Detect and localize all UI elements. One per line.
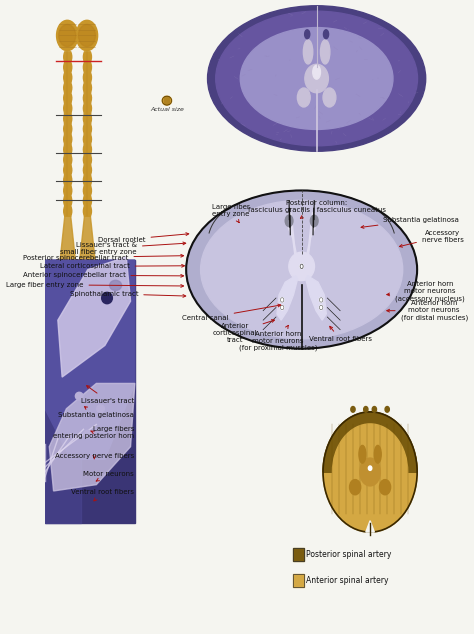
Ellipse shape [186,190,417,349]
Text: Anterior horn
motor neurons
(accessory nucleus): Anterior horn motor neurons (accessory n… [387,281,465,302]
Text: Actual size: Actual size [150,107,184,112]
Ellipse shape [323,30,328,39]
Ellipse shape [368,466,372,470]
Text: Large fibers
entering posterior horn: Large fibers entering posterior horn [53,425,134,439]
Ellipse shape [310,215,318,226]
Ellipse shape [360,458,380,486]
Text: Large fiber entry zone: Large fiber entry zone [6,281,183,288]
Bar [293,574,304,587]
Text: Lissauer's tract: Lissauer's tract [81,385,134,403]
Ellipse shape [323,88,336,107]
Text: Ventral root fibers: Ventral root fibers [71,489,134,501]
Bar [293,548,304,560]
Ellipse shape [374,446,381,463]
Bar [45,260,135,522]
Ellipse shape [300,264,303,269]
Ellipse shape [332,424,408,520]
Ellipse shape [201,200,403,339]
Ellipse shape [297,88,310,107]
Polygon shape [45,260,135,460]
Polygon shape [78,260,95,288]
Text: Substantia gelatinosa: Substantia gelatinosa [58,406,134,418]
Ellipse shape [281,298,284,302]
Polygon shape [58,257,130,377]
Text: Posterior spinal artery: Posterior spinal artery [306,550,392,559]
Ellipse shape [75,392,83,400]
Polygon shape [366,521,374,532]
Ellipse shape [385,406,389,412]
Text: Ventral root fibers: Ventral root fibers [309,327,372,342]
Ellipse shape [303,40,313,64]
Ellipse shape [372,406,376,412]
Text: Dorsal rootlet: Dorsal rootlet [98,233,189,243]
Bar [45,260,81,522]
Text: Motor neurons: Motor neurons [83,471,134,481]
Ellipse shape [289,252,314,281]
Text: Accessory nerve fibers: Accessory nerve fibers [55,453,134,459]
Text: Anterior spinal artery: Anterior spinal artery [306,576,388,585]
Ellipse shape [285,215,293,226]
Ellipse shape [305,64,328,93]
Text: Posterior column:
fasciculus gracilis   fasciculus cuneatus: Posterior column: fasciculus gracilis fa… [247,200,386,218]
Text: Central canal: Central canal [182,304,281,321]
Polygon shape [289,212,298,273]
Text: Lissauer's tract &
small fiber entry zone: Lissauer's tract & small fiber entry zon… [61,242,186,255]
Polygon shape [306,276,326,320]
Text: Posterior spinocerebellar tract: Posterior spinocerebellar tract [23,254,183,261]
Text: Lateral corticospinal tract: Lateral corticospinal tract [40,263,184,269]
Ellipse shape [78,25,95,46]
Polygon shape [277,276,298,320]
Ellipse shape [319,306,323,310]
Ellipse shape [319,298,323,302]
Ellipse shape [349,479,361,495]
Ellipse shape [59,25,76,46]
Ellipse shape [240,28,393,129]
Ellipse shape [84,430,91,438]
Ellipse shape [76,20,98,51]
Text: Anterior horn
motor neurons
(for proximal muscles): Anterior horn motor neurons (for proxima… [239,325,318,351]
Ellipse shape [102,292,112,304]
Ellipse shape [380,479,391,495]
Ellipse shape [208,6,426,152]
Text: Substantia gelatinosa: Substantia gelatinosa [361,217,459,228]
Text: Spinothalamic tract: Spinothalamic tract [70,290,186,297]
Polygon shape [305,212,315,273]
Bar [293,548,304,560]
Polygon shape [49,384,135,491]
Ellipse shape [97,405,104,413]
Ellipse shape [351,406,355,412]
Text: Large fiber
entry zone: Large fiber entry zone [212,204,250,223]
Text: Anterior horn
motor neurons
(for distal muscles): Anterior horn motor neurons (for distal … [387,301,468,321]
Ellipse shape [162,96,172,105]
Ellipse shape [320,40,330,64]
Ellipse shape [323,412,417,532]
Polygon shape [323,412,417,472]
Ellipse shape [359,446,366,463]
Ellipse shape [109,280,121,290]
Text: Anterior spinocerebellar tract: Anterior spinocerebellar tract [23,272,183,278]
Ellipse shape [305,30,310,39]
Text: Accessory
nerve fibers: Accessory nerve fibers [400,230,464,247]
Bar [293,574,304,587]
Ellipse shape [313,65,320,79]
Ellipse shape [364,406,368,412]
Polygon shape [59,260,76,288]
Text: Anterior
corticospinal
tract: Anterior corticospinal tract [213,320,274,343]
Ellipse shape [56,20,78,51]
Ellipse shape [281,306,284,310]
Ellipse shape [216,11,418,146]
